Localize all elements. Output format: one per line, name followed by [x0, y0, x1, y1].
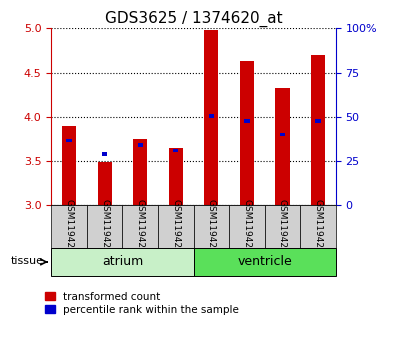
Bar	[315, 120, 321, 123]
FancyBboxPatch shape	[51, 248, 194, 276]
FancyBboxPatch shape	[158, 205, 194, 248]
Bar	[133, 139, 147, 205]
Bar	[311, 55, 325, 205]
FancyBboxPatch shape	[51, 205, 87, 248]
FancyBboxPatch shape	[194, 205, 229, 248]
Bar	[173, 149, 179, 152]
Bar	[209, 114, 214, 118]
Title: GDS3625 / 1374620_at: GDS3625 / 1374620_at	[105, 11, 282, 27]
Bar	[280, 133, 285, 136]
Bar	[275, 88, 290, 205]
Text: GSM119429: GSM119429	[314, 199, 322, 254]
Text: tissue: tissue	[11, 256, 43, 266]
Bar	[169, 148, 183, 205]
Text: GSM119423: GSM119423	[100, 199, 109, 254]
Bar	[244, 120, 250, 123]
Bar	[62, 126, 76, 205]
Text: GSM119426: GSM119426	[207, 199, 216, 254]
Text: GSM119427: GSM119427	[243, 199, 251, 254]
FancyBboxPatch shape	[229, 205, 265, 248]
Bar	[98, 162, 112, 205]
FancyBboxPatch shape	[122, 205, 158, 248]
FancyBboxPatch shape	[300, 205, 336, 248]
Bar	[137, 143, 143, 147]
Text: atrium: atrium	[102, 256, 143, 268]
Text: GSM119425: GSM119425	[171, 199, 180, 254]
Text: GSM119422: GSM119422	[65, 199, 73, 254]
FancyBboxPatch shape	[265, 205, 300, 248]
FancyBboxPatch shape	[194, 248, 336, 276]
Legend: transformed count, percentile rank within the sample: transformed count, percentile rank withi…	[45, 292, 239, 315]
Text: GSM119428: GSM119428	[278, 199, 287, 254]
Bar	[240, 61, 254, 205]
Bar	[204, 30, 218, 205]
Bar	[66, 139, 72, 143]
Text: GSM119424: GSM119424	[136, 199, 145, 254]
Text: ventricle: ventricle	[237, 256, 292, 268]
FancyBboxPatch shape	[87, 205, 122, 248]
Bar	[102, 152, 107, 156]
